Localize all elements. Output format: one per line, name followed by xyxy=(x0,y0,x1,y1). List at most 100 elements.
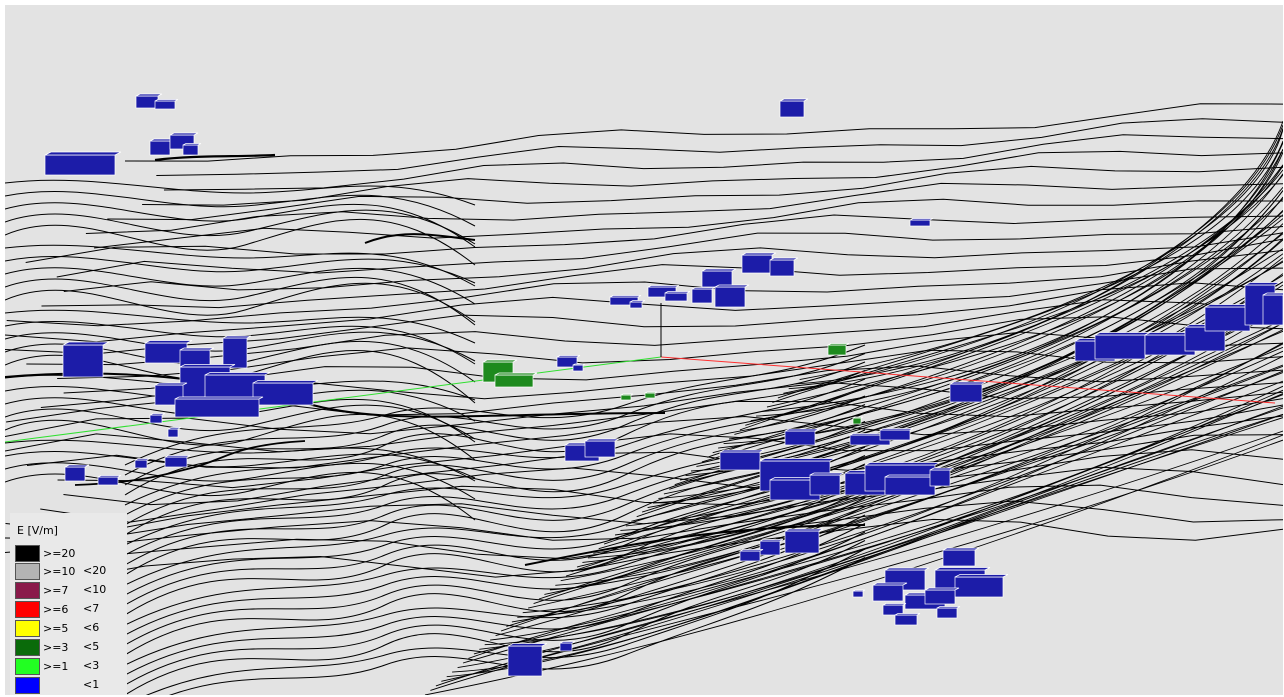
building-roof xyxy=(174,396,264,400)
building-face xyxy=(784,530,820,554)
road-line xyxy=(74,440,306,486)
building-roof xyxy=(97,475,122,478)
contour-line xyxy=(560,329,1283,582)
legend-swatch xyxy=(15,582,40,599)
building-block xyxy=(174,396,264,418)
contour-line xyxy=(5,276,476,326)
building-block xyxy=(182,143,202,156)
contour-line xyxy=(85,182,1283,234)
building-block xyxy=(559,641,576,652)
building-roof xyxy=(494,372,538,376)
building-roof xyxy=(664,291,691,294)
building-block xyxy=(620,393,634,401)
building-face xyxy=(664,292,688,302)
contour-line xyxy=(658,232,1283,499)
building-face xyxy=(1094,334,1146,360)
contour-line xyxy=(5,255,476,284)
building-block xyxy=(884,474,940,496)
building-face xyxy=(507,645,543,677)
building-block xyxy=(1094,332,1151,360)
building-roof xyxy=(809,472,845,476)
building-block xyxy=(97,475,122,486)
contour-line xyxy=(766,149,1283,408)
contour-line xyxy=(511,370,1283,623)
building-block xyxy=(1204,304,1256,332)
building-roof xyxy=(759,458,836,462)
building-roof xyxy=(714,284,750,288)
building-roof xyxy=(629,300,646,303)
contour-line xyxy=(5,450,476,479)
contour-line xyxy=(5,439,476,482)
building-roof xyxy=(852,589,866,592)
contour-line xyxy=(555,322,1283,586)
building-face xyxy=(222,337,248,369)
building-face xyxy=(909,219,931,227)
building-roof xyxy=(182,143,202,146)
building-face xyxy=(894,614,918,626)
building-block xyxy=(809,472,845,496)
contour-line xyxy=(124,404,866,536)
legend-min-label: >=3 xyxy=(43,641,69,654)
building-roof xyxy=(701,268,737,272)
building-face xyxy=(559,642,573,652)
building-roof xyxy=(934,567,991,571)
legend-max-label: <7 xyxy=(83,602,100,615)
contour-line xyxy=(156,118,1283,176)
building-roof xyxy=(644,391,658,394)
building-block xyxy=(769,477,826,501)
contour-line xyxy=(57,404,1283,489)
legend-row: >=6 <7 xyxy=(15,601,125,619)
contour-line xyxy=(26,398,1283,469)
building-roof xyxy=(719,449,765,453)
contour-line xyxy=(5,209,476,245)
contour-line xyxy=(124,531,866,686)
legend-row: >=20 xyxy=(15,545,125,563)
building-face xyxy=(691,288,713,304)
building-block xyxy=(167,427,182,438)
contour-line xyxy=(5,267,476,305)
contour-line xyxy=(124,438,866,576)
building-face xyxy=(741,254,773,274)
contour-line xyxy=(522,342,1283,614)
legend-swatch xyxy=(15,620,40,637)
map-viewport[interactable]: E [V/m] >=20 >=10 <20 >=7 <10 >=6 <7 >=5… xyxy=(5,5,1283,695)
building-roof xyxy=(135,93,163,97)
road-line xyxy=(364,233,476,244)
building-face xyxy=(784,430,816,446)
building-block xyxy=(739,549,764,562)
building-roof xyxy=(154,382,188,386)
contour-line xyxy=(783,124,1283,394)
building-face xyxy=(942,549,976,567)
building-roof xyxy=(154,99,179,102)
building-block xyxy=(719,449,765,471)
building-block xyxy=(1262,292,1283,326)
contour-line xyxy=(124,387,866,516)
building-roof xyxy=(759,539,784,542)
contour-line xyxy=(145,548,866,695)
contour-line xyxy=(124,378,866,506)
building-face xyxy=(182,144,199,156)
building-roof xyxy=(507,643,548,647)
legend-title: E [V/m] xyxy=(17,524,58,537)
terrain-3d-scene[interactable] xyxy=(5,5,1283,695)
contour-line xyxy=(124,540,866,695)
contour-line xyxy=(5,218,476,266)
building-block xyxy=(149,138,175,156)
building-roof xyxy=(779,98,809,102)
legend-swatch xyxy=(15,563,40,580)
contour-line xyxy=(63,331,1283,394)
contour-line xyxy=(473,385,1283,655)
contour-line xyxy=(506,372,1283,627)
legend-swatch xyxy=(15,658,40,675)
building-roof xyxy=(894,613,921,616)
contour-line xyxy=(41,238,1283,309)
contour-line xyxy=(598,281,1283,550)
building-block xyxy=(741,252,777,274)
contour-line xyxy=(56,226,1283,278)
legend-max-label: <3 xyxy=(83,659,100,672)
contour-line xyxy=(462,405,1283,664)
contour-line xyxy=(625,257,1283,527)
axis-y-line xyxy=(5,356,662,443)
contour-line xyxy=(124,370,866,496)
building-roof xyxy=(609,295,642,298)
